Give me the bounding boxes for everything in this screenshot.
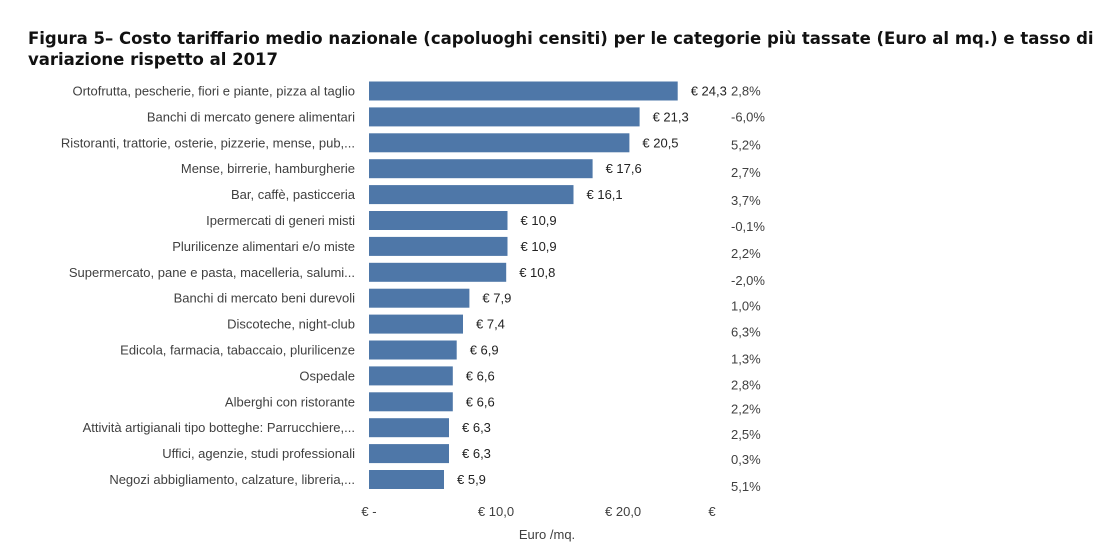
category-label: Ipermercati di generi misti [206, 213, 355, 228]
value-label: € 10,9 [521, 213, 557, 228]
category-label: Mense, birrerie, hamburgherie [181, 161, 355, 176]
category-label: Ristoranti, trattorie, osterie, pizzerie… [61, 135, 355, 150]
category-label: Banchi di mercato beni durevoli [174, 291, 355, 306]
value-label: € 6,9 [470, 343, 499, 358]
x-axis-label: Euro /mq. [519, 527, 575, 542]
variation-label: 5,2% [731, 137, 761, 152]
category-label: Attività artigianali tipo botteghe: Parr… [83, 420, 355, 435]
variation-label: 6,3% [731, 325, 761, 340]
bar-7 [369, 236, 508, 256]
x-tick-label: € [708, 504, 716, 519]
variation-label: 2,2% [731, 401, 761, 416]
bar-16 [369, 470, 444, 489]
value-label: € 6,3 [462, 420, 491, 435]
bar-6 [369, 211, 508, 230]
value-label: € 21,3 [653, 109, 689, 124]
bars-layer [369, 81, 678, 489]
value-label: € 17,6 [606, 161, 642, 176]
variation-label: 5,1% [731, 479, 761, 494]
bar-5 [369, 185, 574, 205]
category-label: Banchi di mercato genere alimentari [147, 109, 355, 124]
category-label: Bar, caffè, pasticceria [231, 187, 356, 202]
variation-label: -2,0% [731, 273, 765, 288]
bar-14 [369, 418, 449, 438]
value-label: € 10,8 [519, 265, 555, 280]
variation-label: 2,8% [731, 84, 761, 99]
category-label: Plurilicenze alimentari e/o miste [172, 239, 355, 254]
category-label: Discoteche, night-club [227, 317, 355, 332]
bar-1 [369, 81, 678, 101]
category-label: Ospedale [299, 368, 355, 383]
x-tick-label: € 10,0 [478, 504, 514, 519]
category-label: Alberghi con ristorante [225, 394, 355, 409]
value-label: € 7,4 [476, 317, 505, 332]
bar-15 [369, 444, 449, 464]
bar-4 [369, 159, 593, 179]
chart-title: Figura 5– Costo tariffario medio naziona… [28, 29, 1094, 69]
x-tick-label: € - [361, 504, 376, 519]
category-label: Supermercato, pane e pasta, macelleria, … [69, 265, 355, 280]
variation-label: 2,2% [731, 246, 761, 261]
value-label: € 16,1 [587, 187, 623, 202]
bar-8 [369, 262, 507, 282]
variation-label: -6,0% [731, 109, 765, 124]
category-label: Edicola, farmacia, tabaccaio, plurilicen… [120, 343, 355, 358]
bar-12 [369, 366, 453, 386]
bar-3 [369, 133, 630, 153]
value-label: € 6,3 [462, 446, 491, 461]
value-label: € 24,3 [691, 84, 727, 99]
x-axis: € - € 10,0 € 20,0 € [361, 504, 716, 519]
variation-label: 1,0% [731, 299, 761, 314]
variation-label: 0,3% [731, 452, 761, 467]
value-label: € 10,9 [521, 239, 557, 254]
value-label: € 6,6 [466, 368, 495, 383]
variation-label: 2,8% [731, 377, 761, 392]
variation-label: -0,1% [731, 219, 765, 234]
category-label: Ortofrutta, pescherie, fiori e piante, p… [72, 84, 355, 99]
value-label: € 5,9 [457, 472, 486, 487]
variation-label: 3,7% [731, 193, 761, 208]
variation-label: 1,3% [731, 352, 761, 367]
labels-layer: Ortofrutta, pescherie, fiori e piante, p… [61, 84, 765, 495]
x-tick-label: € 20,0 [605, 504, 641, 519]
category-label: Uffici, agenzie, studi professionali [162, 446, 355, 461]
value-label: € 7,9 [482, 291, 511, 306]
bar-11 [369, 340, 457, 360]
category-label: Negozi abbigliamento, calzature, libreri… [109, 472, 355, 487]
bar-9 [369, 288, 470, 308]
value-label: € 20,5 [642, 135, 678, 150]
variation-label: 2,5% [731, 427, 761, 442]
bar-2 [369, 107, 640, 127]
bar-10 [369, 314, 463, 334]
bar-13 [369, 392, 453, 412]
variation-label: 2,7% [731, 165, 761, 180]
value-label: € 6,6 [466, 394, 495, 409]
